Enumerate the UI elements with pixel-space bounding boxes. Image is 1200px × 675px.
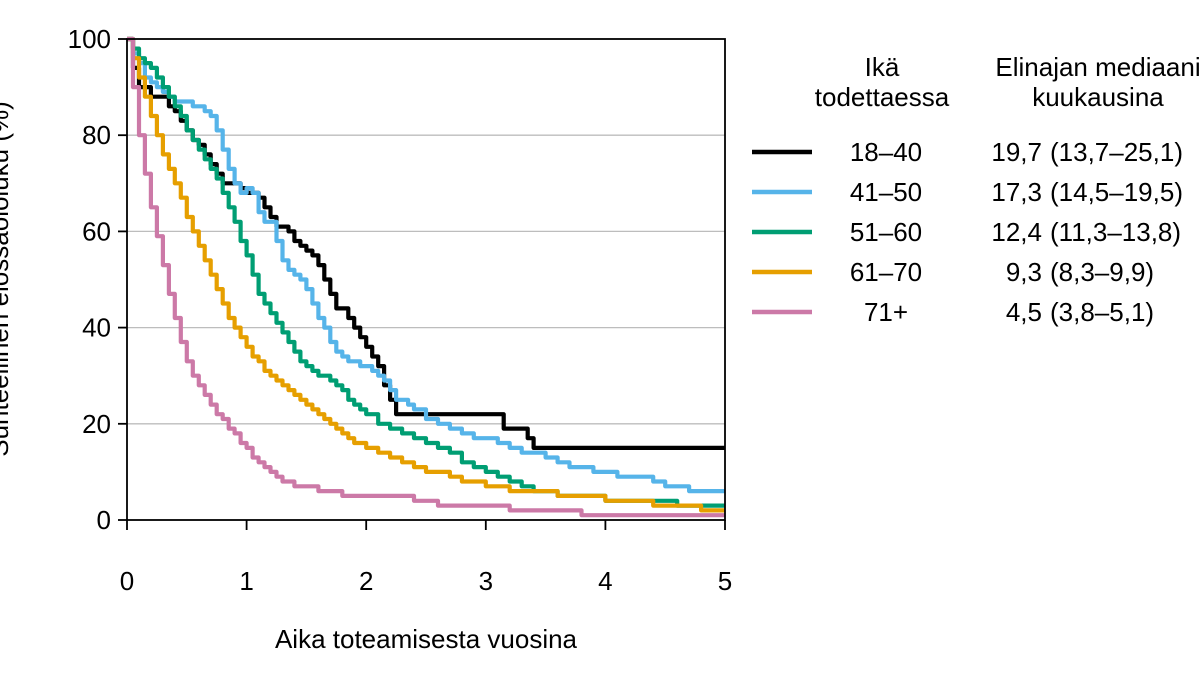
legend-ci: (13,7–25,1) (1050, 137, 1183, 167)
x-axis-title: Aika toteamisesta vuosina (275, 624, 578, 654)
y-tick-label: 40 (82, 313, 111, 343)
legend-median: 12,4 (991, 217, 1042, 247)
y-tick-label: 60 (82, 216, 111, 246)
x-tick-label: 4 (598, 566, 612, 596)
legend-header-median-line: kuukausina (1032, 82, 1164, 112)
series-lines (127, 36, 725, 518)
axes: 0 20 40 60 80 100 0 1 2 3 4 5 (68, 24, 733, 596)
legend-header-median-line: Elinajan mediaani (995, 52, 1200, 82)
series-line-0 (127, 36, 725, 450)
legend-label: 18–40 (850, 137, 922, 167)
y-tick-label: 0 (97, 505, 111, 535)
x-tick-label: 3 (479, 566, 493, 596)
legend-label: 51–60 (850, 217, 922, 247)
legend-median: 4,5 (1006, 297, 1042, 327)
legend-ci: (14,5–19,5) (1050, 177, 1183, 207)
legend-median: 19,7 (991, 137, 1042, 167)
legend-label: 71+ (864, 297, 908, 327)
series-line-4 (127, 36, 725, 518)
x-tick-label: 5 (718, 566, 732, 596)
legend-label: 41–50 (850, 177, 922, 207)
legend-median: 9,3 (1006, 257, 1042, 287)
gridlines (127, 134, 725, 425)
x-tick-label: 1 (239, 566, 253, 596)
legend-header-group-line: Ikä (865, 52, 900, 82)
legend-ci: (3,8–5,1) (1050, 297, 1154, 327)
x-tick-label: 0 (120, 566, 134, 596)
y-axis-title: Suhteellinen elossaololuku (%) (0, 101, 14, 457)
y-tick-label: 80 (82, 120, 111, 150)
legend-ci: (11,3–13,8) (1050, 217, 1181, 247)
legend-median: 17,3 (991, 177, 1042, 207)
legend-ci: (8,3–9,9) (1050, 257, 1154, 287)
legend-header-group-line: todettaessa (815, 82, 950, 112)
legend-label: 61–70 (850, 257, 922, 287)
y-tick-label: 100 (68, 24, 111, 54)
x-tick-label: 2 (359, 566, 373, 596)
plot-frame (126, 38, 726, 521)
series-line-3 (127, 36, 725, 513)
y-tick-label: 20 (82, 409, 111, 439)
series-line-2 (127, 36, 725, 508)
series-line-1 (127, 36, 725, 494)
